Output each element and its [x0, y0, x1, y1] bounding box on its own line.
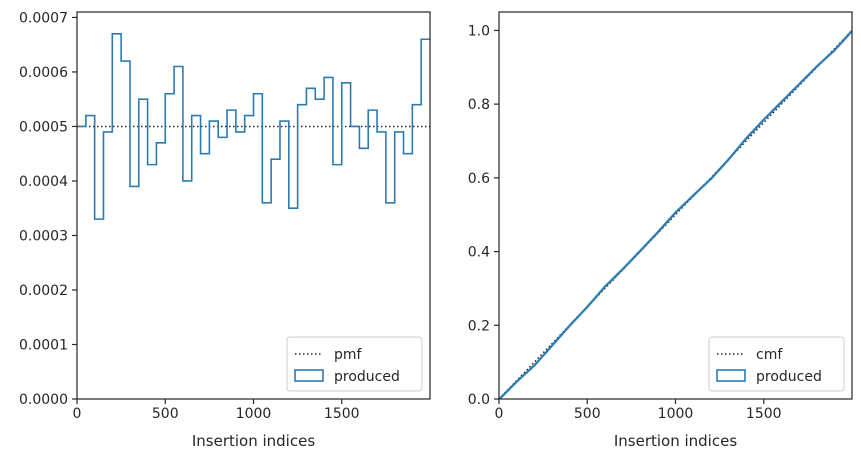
y-tick-label: 0.8 — [468, 97, 490, 113]
legend-produced-swatch — [716, 369, 746, 382]
y-tick-label: 0.0003 — [19, 228, 68, 244]
y-tick-label: 0.0000 — [19, 392, 68, 408]
legend-cmf-label: cmf — [756, 347, 783, 363]
x-tick-label: 1000 — [236, 406, 272, 422]
x-tick-label: 0 — [73, 406, 82, 422]
x-tick-label: 500 — [152, 406, 179, 422]
legend-produced-label: produced — [756, 369, 822, 385]
legend-box — [708, 336, 845, 392]
y-tick-label: 0.0006 — [19, 65, 68, 81]
y-tick-label: 0.0002 — [19, 283, 68, 299]
x-tick-label: 1500 — [746, 406, 782, 422]
legend-box — [286, 336, 423, 392]
legend: cmf produced — [708, 336, 845, 392]
y-tick-label: 0.0005 — [19, 119, 68, 135]
chart-panel-1: 0 500 1000 1500 0.0000 0.0001 0.0002 0.0003 0.00… — [19, 10, 431, 450]
y-tick-label: 0.0001 — [19, 337, 68, 353]
y-tick-label: 0.0 — [468, 392, 490, 408]
y-tick-label: 0.4 — [468, 245, 490, 261]
x-tick-label: 1500 — [324, 406, 360, 422]
y-tick-label: 0.2 — [468, 318, 490, 334]
series-produced-line — [499, 30, 852, 399]
y-tick-label: 1.0 — [468, 23, 490, 39]
series-produced-line — [77, 33, 430, 220]
legend-produced-label: produced — [334, 369, 400, 385]
y-tick-label: 0.0004 — [19, 174, 68, 190]
legend-pmf-label: pmf — [334, 347, 363, 363]
legend-produced-swatch — [294, 369, 324, 382]
x-axis-label: Insertion indices — [192, 432, 315, 450]
legend: pmf produced — [286, 336, 423, 392]
x-tick-label: 0 — [495, 406, 504, 422]
y-tick-label: 0.6 — [468, 171, 490, 187]
x-axis-label: Insertion indices — [614, 432, 737, 450]
chart-panel-2: 0 500 1000 1500 0.0 0.2 0.4 0.6 0.8 1.0 Insertion … — [468, 11, 853, 450]
y-tick-label: 0.0007 — [19, 10, 68, 26]
x-tick-label: 500 — [574, 406, 601, 422]
x-tick-label: 1000 — [658, 406, 694, 422]
